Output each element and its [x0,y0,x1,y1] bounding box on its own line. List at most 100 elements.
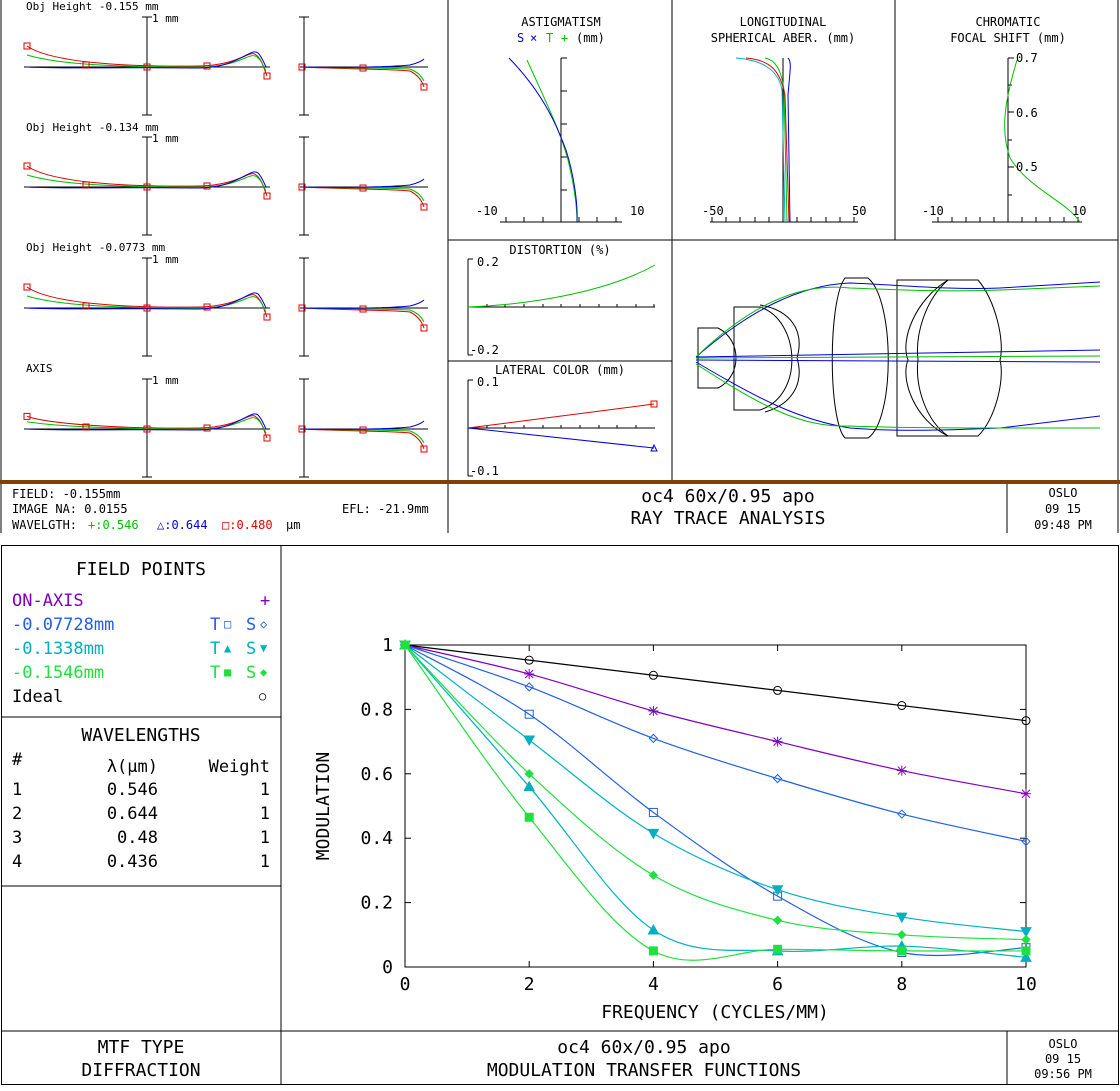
chrom-y-2: 0.6 [1016,106,1038,120]
fp-0155-tm: ■ [224,665,232,679]
data-point [523,735,536,747]
data-point [524,682,534,692]
fp-ideal-mark: ○ [259,689,266,703]
scale-label-2: 1 mm [152,132,179,145]
fp-on-axis-mark: + [260,591,270,611]
dist-title: DISTORTION (%) [509,243,610,257]
info-field: FIELD: -0.155mm [12,487,120,501]
mtf-type-2: DIFFRACTION [81,1060,200,1081]
fp-0155: -0.1546mm [12,663,104,683]
x-tick-label: 8 [896,974,907,995]
fp-0134-t: T [210,639,220,659]
chrom-title-1: CHROMATIC [975,15,1040,29]
astig-plus-mark: + [561,31,568,45]
info-image-na: IMAGE NA: 0.0155 [12,502,128,516]
info-analysis: RAY TRACE ANALYSIS [630,508,825,529]
x-tick-label: 10 [1015,974,1037,995]
mtf-brand: OSLO [1049,1037,1078,1051]
long-title-2: SPHERICAL ABER. (mm) [711,31,856,45]
separator-bar [0,480,1120,484]
series-line [404,644,1027,961]
data-point [772,773,783,784]
field-label-3: Obj Height -0.0773 mm [26,241,165,254]
info-wl2: △:0.644 [157,518,208,532]
data-point [1021,946,1031,956]
series-line [404,644,1027,843]
mtf-frame [1,545,1119,1085]
fp-0155-sm: ◆ [260,665,268,679]
astig-xmax: 10 [630,204,644,218]
fp-0134: -0.1338mm [12,639,104,659]
fp-0077-s: S [246,615,256,635]
y-tick-label: 0.2 [360,893,393,914]
wl-row-num: 2 [12,804,22,824]
fp-0134-tm: ▲ [224,641,232,655]
astig-unit: (mm) [576,31,605,45]
x-tick-label: 2 [524,974,535,995]
fp-ideal: Ideal [12,687,63,707]
x-tick-label: 6 [772,974,783,995]
data-point [897,946,907,956]
distortion-plot: DISTORTION (%) 0.2 -0.2 [467,243,656,357]
mtf-chart: FREQUENCY (CYCLES/MM) MODULATION 0 2 4 6 8 10… [313,635,1037,1023]
mtf-xlabel: FREQUENCY (CYCLES/MM) [601,1002,829,1023]
astig-t: T [546,31,553,45]
mtf-series [400,640,1031,958]
lat-title: LATERAL COLOR (mm) [495,363,625,377]
data-point [524,655,534,665]
wl-row-lambda: 0.48 [117,828,158,848]
wl-header-lambda: λ(µm) [107,757,158,777]
data-point [773,685,783,695]
data-point [1020,951,1032,962]
data-point [648,946,658,956]
x-tick-label: 4 [648,974,659,995]
wl-header-weight: Weight [209,757,270,777]
mtf-series [399,640,1032,938]
mtf-series [399,638,1032,962]
chrom-y-3: 0.5 [1016,160,1038,174]
data-point [773,944,783,954]
chrom-title-2: FOCAL SHIFT (mm) [950,31,1066,45]
mtf-plot-area [404,644,1027,968]
dist-ymin: -0.2 [470,343,499,357]
y-tick-label: 0 [382,957,393,978]
data-point [400,640,410,650]
mtf-series [400,640,1031,799]
chrom-y-1: 0.7 [1016,51,1038,65]
chromatic-plot: CHROMATIC FOCAL SHIFT (mm) 0.7 0.6 0.5 -… [922,15,1086,223]
y-tick-label: 0.6 [360,764,393,785]
lens-layout-drawing [695,277,1101,439]
mtf-title: MODULATION TRANSFER FUNCTIONS [487,1060,801,1081]
fp-0134-sm: ▼ [260,641,268,655]
fp-0077-sm: ◇ [260,617,268,631]
mtf-footer: MTF TYPE DIFFRACTION oc4 60x/0.95 apo MO… [81,1037,1092,1081]
info-lens-name: oc4 60x/0.95 apo [641,486,814,507]
series-line [404,644,1027,795]
wavelengths-table: WAVELENGTHS # λ(µm) Weight 1 0.546 1 2 0.644… [12,725,270,872]
data-point [1021,836,1031,847]
data-point [897,809,907,819]
info-wl-unit: µm [286,518,300,532]
data-point [896,765,907,776]
data-point [1021,934,1031,945]
fp-0155-s: S [246,663,256,683]
long-xmax: 50 [852,204,866,218]
astigmatism-plot: ASTIGMATISM S × T + (mm) -10 10 [476,15,644,223]
info-wl1: +:0.546 [88,518,139,532]
mtf-series [400,640,1031,847]
mtf-type-1: MTF TYPE [98,1037,185,1058]
data-point [772,915,783,926]
wl-row-num: 3 [12,828,22,848]
dist-ymax: 0.2 [477,255,499,269]
data-point [648,706,659,717]
series-line [404,644,1027,958]
data-point [524,812,534,822]
field-points-title: FIELD POINTS [76,559,206,580]
fp-0134-s: S [246,639,256,659]
longitudinal-plot: LONGITUDINAL SPHERICAL ABER. (mm) -50 50 [702,15,866,223]
field-points-legend: FIELD POINTS ON-AXIS + -0.07728mm T □ S … [12,559,270,707]
field-label-1: Obj Height -0.155 mm [26,0,159,13]
data-point [771,885,784,896]
ray-trace-footer: FIELD: -0.155mm IMAGE NA: 0.0155 WAVELGT… [12,486,1092,532]
